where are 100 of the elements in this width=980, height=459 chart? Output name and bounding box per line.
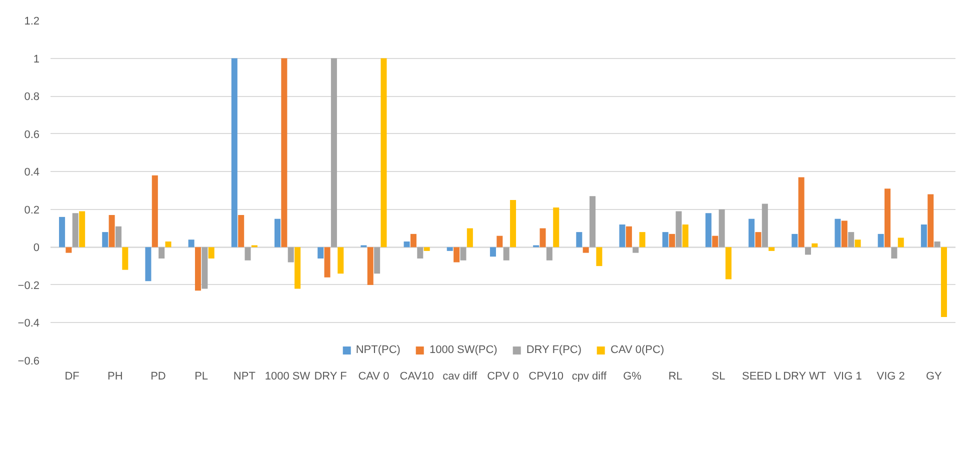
- y-tick-label: −0.2: [18, 280, 40, 292]
- x-tick-label: VIG 1: [834, 370, 862, 382]
- bar: [768, 247, 775, 251]
- y-tick-label: 0: [33, 242, 40, 254]
- x-tick-label: 1000 SW: [264, 370, 311, 382]
- y-tick-label: 1: [33, 53, 40, 66]
- bar: [294, 247, 301, 289]
- x-tick-label: GY: [926, 370, 943, 382]
- bar: [417, 247, 424, 258]
- legend-label: 1000 SW(PC): [429, 344, 498, 356]
- y-tick-label: 0.4: [24, 166, 40, 179]
- bar: [231, 58, 238, 248]
- bar: [546, 247, 552, 260]
- legend-label: DRY F(PC): [526, 344, 582, 356]
- bar: [619, 224, 626, 248]
- x-tick-label: PL: [194, 370, 208, 382]
- bar: [72, 213, 78, 248]
- bar: [576, 232, 582, 248]
- x-tick-label: CAV10: [400, 370, 434, 382]
- bar: [424, 247, 430, 251]
- bar: [632, 247, 639, 253]
- y-tick-label: −0.6: [18, 356, 40, 368]
- bar: [194, 247, 201, 291]
- x-tick-label: DRY WT: [783, 370, 826, 382]
- y-tick-label: −0.4: [18, 318, 40, 330]
- bar: [848, 232, 854, 248]
- y-tick-label: 1.2: [24, 16, 40, 28]
- bar: [762, 204, 768, 248]
- bar: [718, 209, 725, 248]
- bar: [330, 58, 337, 248]
- y-tick-label: 0.2: [24, 204, 40, 216]
- x-tick-label: G%: [623, 370, 642, 382]
- bar: [669, 234, 676, 248]
- x-tick-label: CPV10: [528, 370, 564, 382]
- bar: [274, 218, 281, 248]
- bar: [165, 242, 172, 248]
- bar: [798, 177, 804, 248]
- bar: [639, 232, 646, 248]
- bar: [367, 247, 374, 285]
- bar: [145, 247, 152, 282]
- bar: [122, 247, 128, 270]
- bar: [244, 247, 251, 260]
- bar: [805, 247, 812, 255]
- bar: [208, 247, 214, 258]
- bar: [503, 247, 510, 260]
- x-tick-label: DF: [64, 370, 80, 382]
- legend-label: NPT(PC): [356, 344, 400, 356]
- bar: [460, 247, 466, 260]
- bar: [202, 247, 208, 289]
- x-tick-label: VIG 2: [876, 370, 905, 382]
- bar: [59, 216, 66, 248]
- bar: [812, 243, 818, 248]
- bar: [152, 175, 158, 248]
- legend-label: CAV 0(PC): [610, 344, 664, 356]
- bar: [466, 228, 473, 248]
- x-tick-label: SL: [712, 370, 726, 382]
- bar: [338, 247, 344, 274]
- bar: [404, 242, 410, 248]
- x-tick-label: SEED L: [742, 370, 782, 382]
- bar: [920, 224, 927, 248]
- bar: [108, 215, 115, 248]
- bar: [841, 220, 848, 248]
- bar: [755, 232, 762, 248]
- bar: [878, 234, 884, 248]
- x-tick-label: CPV 0: [487, 370, 519, 382]
- x-tick-label: DRY F: [314, 370, 348, 382]
- bar: [582, 247, 589, 253]
- bar: [410, 234, 416, 248]
- bar: [454, 247, 460, 262]
- bar: [380, 58, 387, 248]
- x-tick-label: CAV 0: [358, 370, 390, 382]
- bar: [238, 215, 244, 248]
- bar: [676, 211, 682, 248]
- bar: [490, 247, 496, 257]
- bar: [102, 232, 108, 248]
- bar: [884, 188, 891, 248]
- x-tick-label: PD: [150, 370, 166, 382]
- bar: [834, 218, 841, 248]
- bar: [682, 224, 688, 248]
- bar: [898, 238, 904, 248]
- x-tick-label: PH: [108, 370, 123, 382]
- bar: [725, 247, 732, 280]
- x-tick-label: RL: [668, 370, 682, 382]
- bar: [115, 226, 122, 248]
- bar: [596, 247, 602, 266]
- bar: [928, 194, 934, 248]
- bar: [705, 213, 712, 248]
- bar: [66, 247, 72, 253]
- bar: [318, 247, 324, 258]
- bar: [79, 211, 86, 248]
- bar: [940, 247, 947, 318]
- y-tick-label: 0.6: [24, 128, 40, 141]
- bar: [854, 240, 861, 248]
- bar: [590, 196, 596, 248]
- y-tick-label: 0.8: [24, 91, 40, 104]
- bar: [288, 247, 294, 262]
- bar: [662, 232, 668, 248]
- bar: [496, 236, 503, 248]
- bar: [553, 208, 560, 248]
- bar: [510, 200, 516, 248]
